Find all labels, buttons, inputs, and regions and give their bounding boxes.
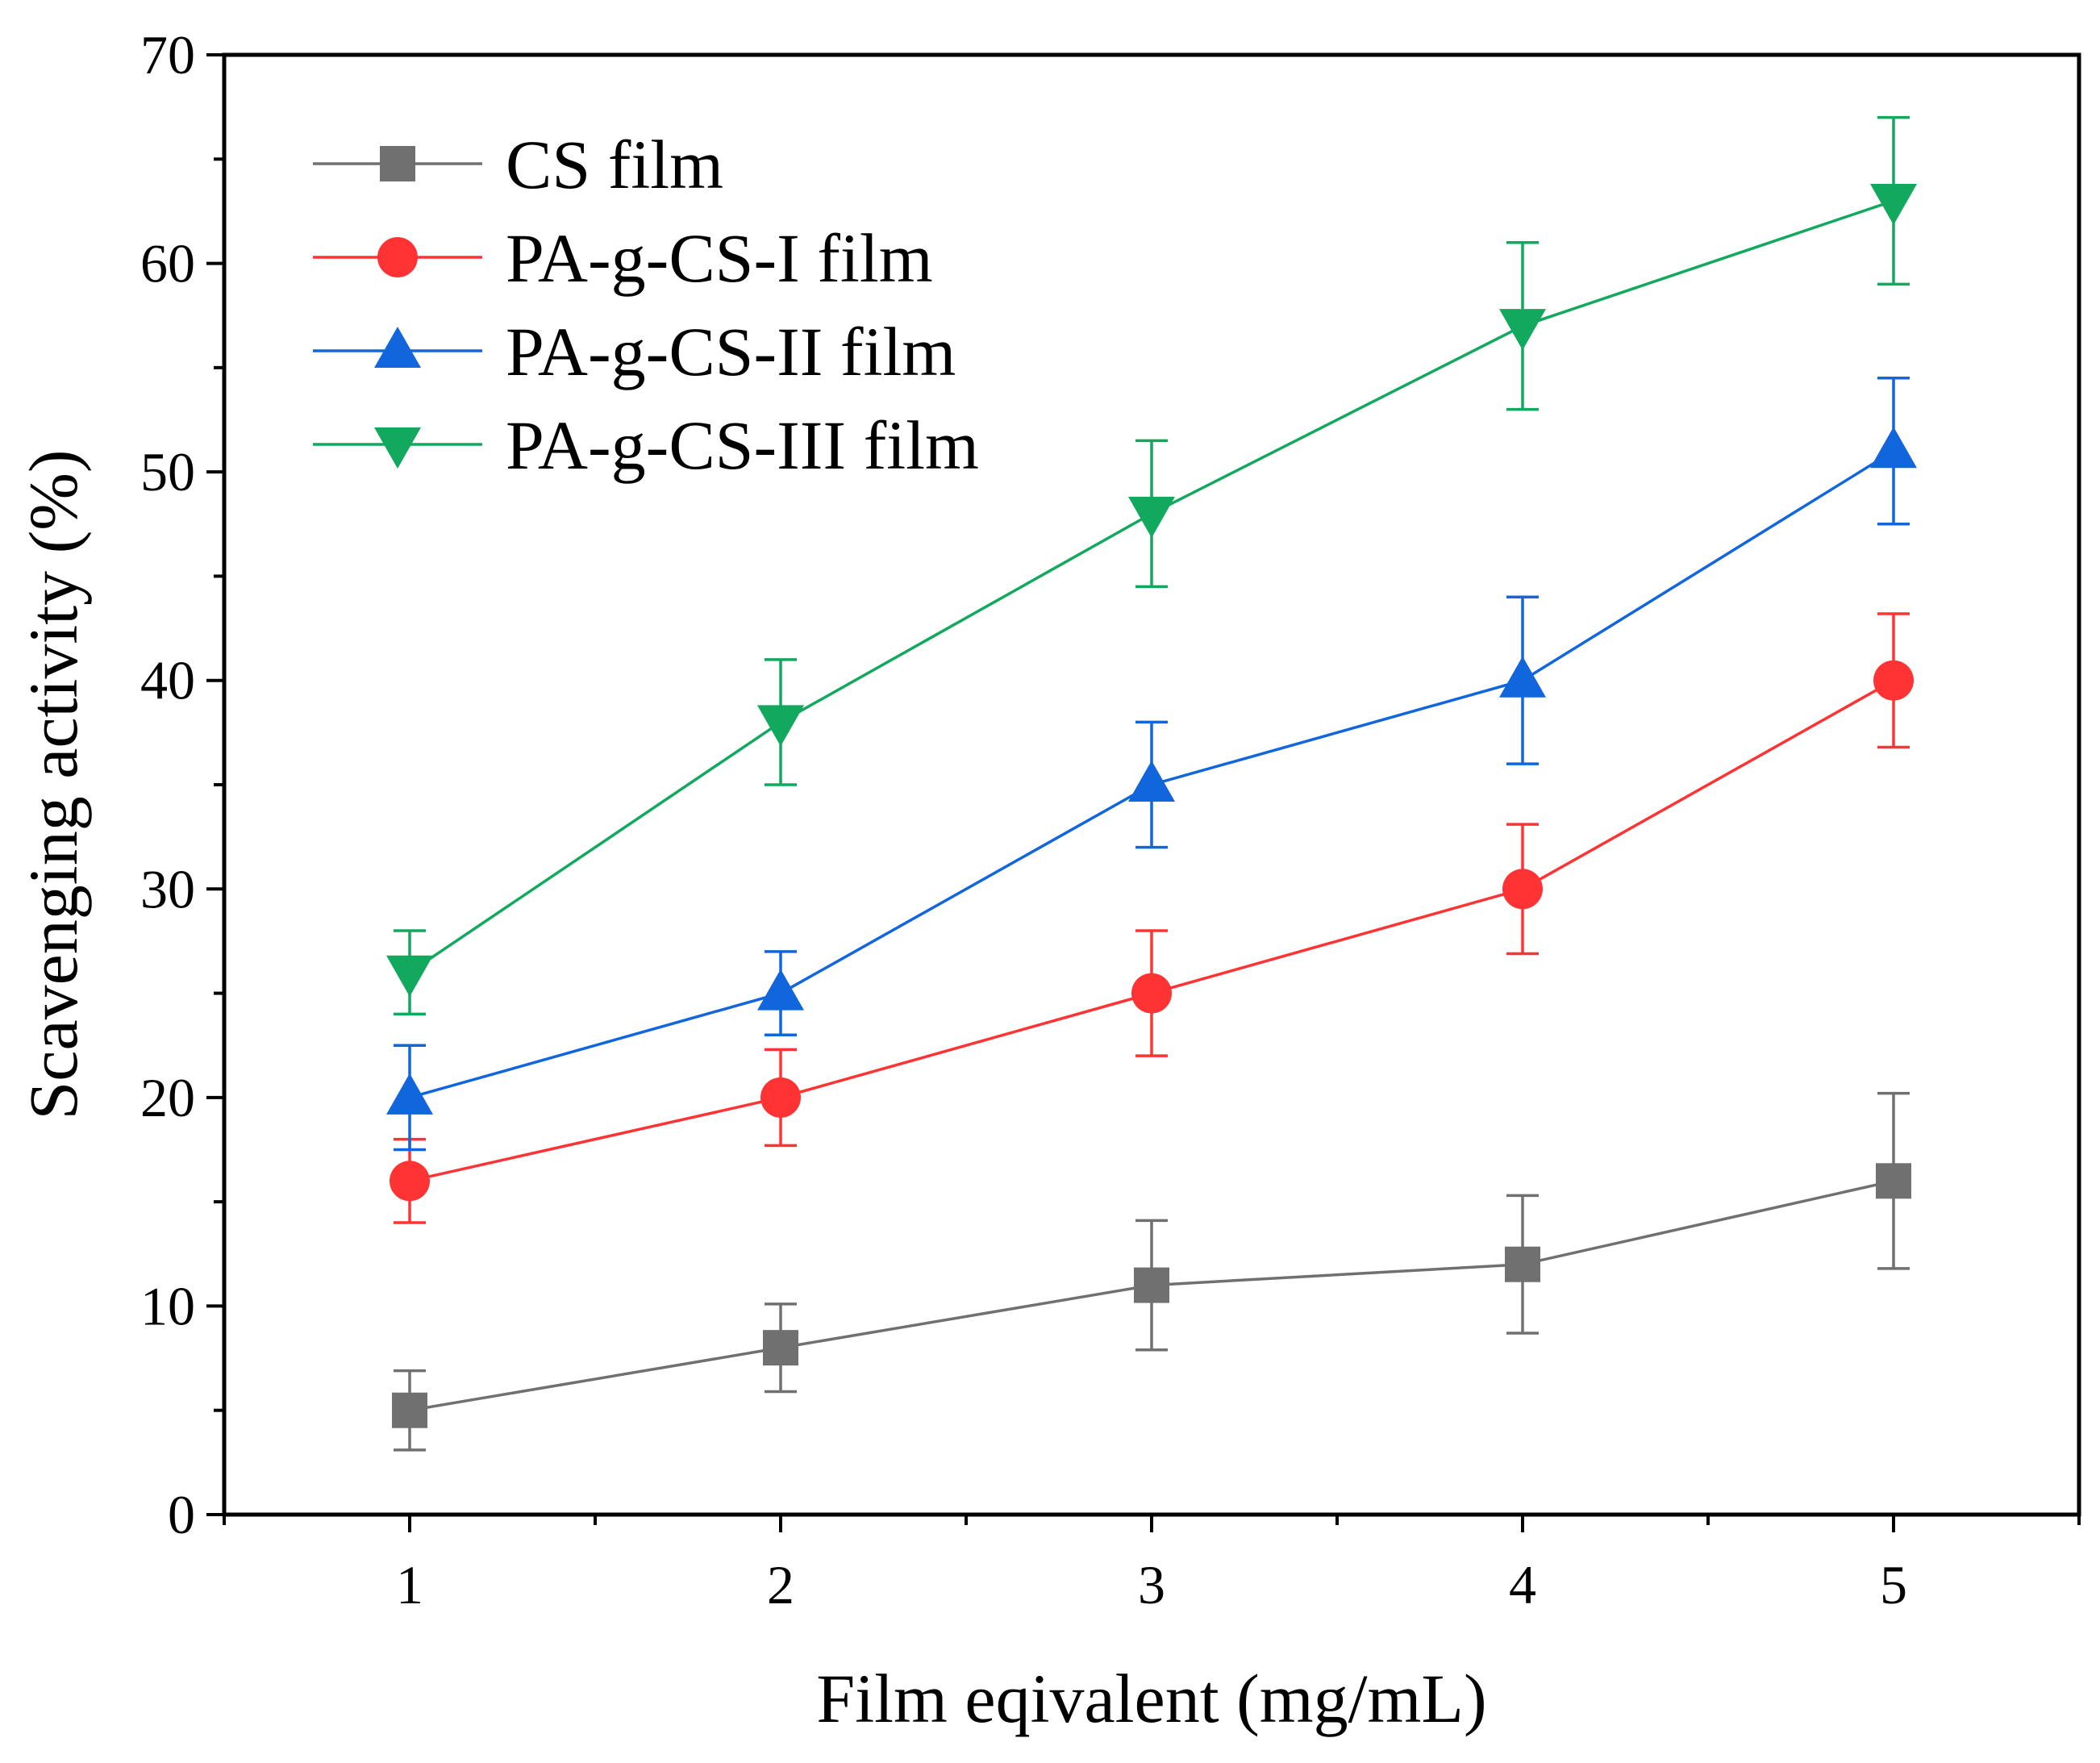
data-point [386, 1073, 433, 1115]
legend-item-4: PA-g-CS-III film [313, 406, 979, 484]
x-tick-label: 5 [1880, 1554, 1907, 1615]
legend-marker [374, 327, 421, 368]
data-point [386, 955, 433, 997]
x-tick-label: 3 [1138, 1554, 1165, 1615]
y-tick-label: 60 [140, 233, 195, 294]
data-point [1870, 184, 1917, 225]
plot-content [386, 115, 1917, 1452]
x-tick-label: 2 [767, 1554, 794, 1615]
data-point [1128, 761, 1175, 802]
data-point [1873, 660, 1914, 701]
data-point [390, 1161, 430, 1202]
data-point [1870, 427, 1917, 469]
data-point [1499, 656, 1546, 698]
x-axis-title: Film eqivalent (mg/mL) [816, 1660, 1486, 1737]
legend-marker [380, 146, 415, 181]
y-axis-title: Scavenging activity (%) [15, 449, 92, 1119]
data-point [1505, 1246, 1540, 1282]
series-3 [386, 377, 1917, 1152]
series-2 [390, 612, 1914, 1224]
y-tick-label: 0 [168, 1484, 195, 1545]
legend-item-3: PA-g-CS-II film [313, 313, 956, 390]
axes: 0 10 20 30 40 50 60 70 1 2 3 4 5 [140, 24, 2081, 1615]
legend-label: PA-g-CS-I film [506, 219, 933, 297]
data-point [1131, 973, 1172, 1014]
data-point [757, 969, 804, 1011]
series-4 [386, 115, 1917, 1016]
y-tick-label: 50 [140, 441, 195, 502]
x-tick-label: 1 [396, 1554, 423, 1615]
legend-marker [374, 427, 421, 469]
legend-item-1: CS film [313, 126, 723, 203]
data-point [392, 1392, 427, 1428]
data-point [1134, 1267, 1169, 1303]
data-point [763, 1330, 798, 1366]
data-point [1128, 496, 1175, 538]
data-point [757, 705, 804, 747]
legend-item-2: PA-g-CS-I film [313, 219, 933, 297]
legend-label: PA-g-CS-II film [506, 313, 956, 390]
legend: CS film PA-g-CS-I film PA-g-CS-II film PA-g… [313, 126, 979, 484]
data-point [1876, 1163, 1911, 1199]
data-point [760, 1077, 801, 1118]
y-tick-label: 10 [140, 1275, 195, 1336]
y-tick-label: 30 [140, 858, 195, 919]
series-1 [392, 1091, 1911, 1452]
legend-marker [377, 237, 418, 277]
x-tick-label: 4 [1509, 1554, 1536, 1615]
data-point [1502, 869, 1543, 910]
y-tick-label: 20 [140, 1067, 195, 1128]
data-point [1499, 309, 1546, 351]
legend-label: CS film [506, 126, 723, 203]
y-tick-label: 40 [140, 650, 195, 711]
y-tick-label: 70 [140, 24, 195, 85]
legend-label: PA-g-CS-III film [506, 406, 979, 484]
